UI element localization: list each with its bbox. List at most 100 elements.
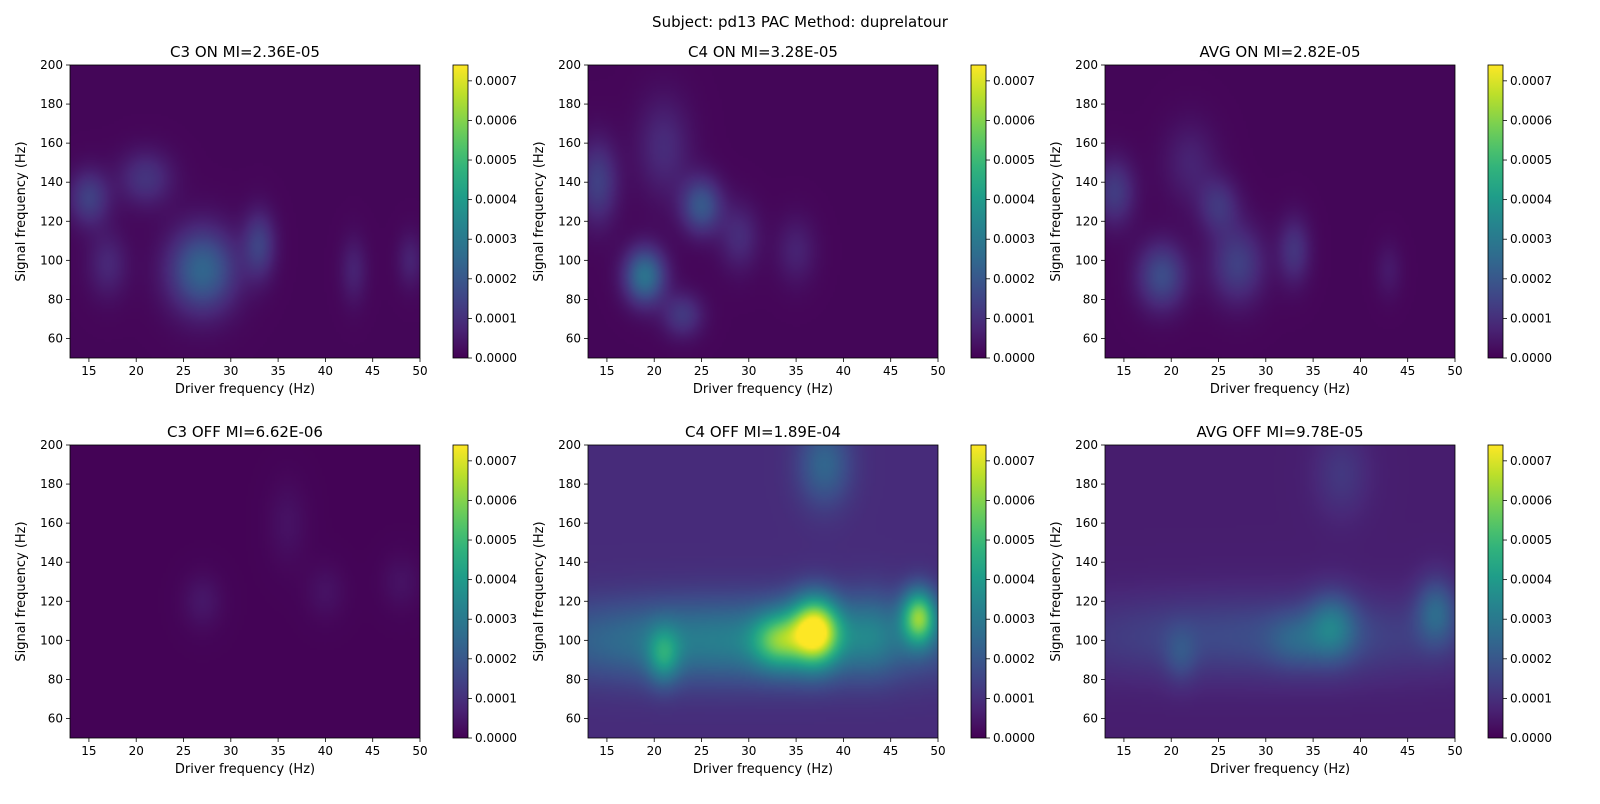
colorbar-tick-label: 0.0000 xyxy=(993,731,1035,745)
y-tick-label: 160 xyxy=(1075,516,1098,530)
colorbar-tick-label: 0.0002 xyxy=(1510,652,1552,666)
colorbar-tick-label: 0.0001 xyxy=(993,691,1035,705)
colorbar-tick-label: 0.0003 xyxy=(993,612,1035,626)
x-tick-label: 45 xyxy=(365,364,380,378)
y-tick-label: 120 xyxy=(558,594,581,608)
y-tick-label: 60 xyxy=(1083,711,1098,725)
y-tick-label: 180 xyxy=(558,97,581,111)
colorbar-tick-label: 0.0003 xyxy=(993,232,1035,246)
x-axis-label: Driver frequency (Hz) xyxy=(175,382,315,397)
x-tick-label: 25 xyxy=(176,744,191,758)
x-tick-label: 15 xyxy=(599,364,614,378)
x-tick-label: 25 xyxy=(694,364,709,378)
y-tick-label: 180 xyxy=(40,97,63,111)
y-axis-label: Signal frequency (Hz) xyxy=(532,521,547,661)
x-axis-label: Driver frequency (Hz) xyxy=(693,762,833,777)
colorbar-tick-label: 0.0001 xyxy=(1510,311,1552,325)
x-tick-label: 15 xyxy=(599,744,614,758)
y-tick-label: 200 xyxy=(40,58,63,72)
y-tick-label: 160 xyxy=(558,516,581,530)
y-tick-label: 200 xyxy=(558,438,581,452)
colorbar-tick-label: 0.0004 xyxy=(1510,573,1552,587)
x-tick-label: 30 xyxy=(223,744,238,758)
x-tick-label: 30 xyxy=(1258,364,1273,378)
colorbar-tick-label: 0.0000 xyxy=(993,351,1035,365)
heatmap-panel: C3 ON MI=2.36E-05 15 20 25 30 35 40 45 50 60 80 100… xyxy=(14,43,517,397)
x-tick-label: 45 xyxy=(1400,364,1415,378)
x-tick-label: 20 xyxy=(1164,744,1179,758)
colorbar-tick-label: 0.0004 xyxy=(475,193,517,207)
y-tick-label: 180 xyxy=(558,477,581,491)
y-tick-label: 80 xyxy=(48,292,63,306)
colorbar-tick-label: 0.0005 xyxy=(475,153,517,167)
colorbar-tick-label: 0.0005 xyxy=(475,533,517,547)
x-tick-label: 20 xyxy=(647,744,662,758)
y-tick-label: 120 xyxy=(1075,594,1098,608)
x-tick-label: 15 xyxy=(1116,744,1131,758)
x-tick-label: 20 xyxy=(1164,364,1179,378)
colorbar xyxy=(452,444,469,739)
colorbar-tick-label: 0.0007 xyxy=(993,454,1035,468)
colorbar-tick-label: 0.0002 xyxy=(1510,272,1552,286)
colorbar xyxy=(1487,444,1504,739)
panel-title: C4 OFF MI=1.89E-04 xyxy=(685,423,841,441)
heatmap-image xyxy=(588,445,938,738)
y-axis-label: Signal frequency (Hz) xyxy=(1049,521,1064,661)
colorbar-tick-label: 0.0007 xyxy=(1510,74,1552,88)
heatmap-image xyxy=(588,65,938,358)
panel-title: AVG OFF MI=9.78E-05 xyxy=(1196,423,1363,441)
colorbar-tick-label: 0.0006 xyxy=(475,493,517,507)
x-tick-label: 15 xyxy=(81,364,96,378)
plot-frame xyxy=(1104,64,1456,359)
y-tick-label: 80 xyxy=(566,292,581,306)
y-tick-label: 60 xyxy=(48,331,63,345)
y-tick-label: 80 xyxy=(48,672,63,686)
x-tick-label: 30 xyxy=(223,364,238,378)
y-tick-label: 120 xyxy=(40,214,63,228)
y-tick-label: 160 xyxy=(1075,136,1098,150)
colorbar-tick-label: 0.0002 xyxy=(475,652,517,666)
colorbar-tick-label: 0.0001 xyxy=(475,311,517,325)
colorbar-tick-label: 0.0006 xyxy=(475,113,517,127)
y-tick-label: 60 xyxy=(1083,331,1098,345)
x-tick-label: 40 xyxy=(318,364,333,378)
y-tick-label: 60 xyxy=(48,711,63,725)
x-tick-label: 45 xyxy=(365,744,380,758)
y-tick-label: 200 xyxy=(1075,58,1098,72)
y-axis-label: Signal frequency (Hz) xyxy=(14,141,29,281)
panel-title: C3 OFF MI=6.62E-06 xyxy=(167,423,323,441)
colorbar-tick-label: 0.0001 xyxy=(993,311,1035,325)
colorbar xyxy=(970,444,987,739)
colorbar-tick-label: 0.0003 xyxy=(1510,232,1552,246)
x-tick-label: 25 xyxy=(694,744,709,758)
colorbar-tick-label: 0.0007 xyxy=(475,454,517,468)
y-tick-label: 200 xyxy=(558,58,581,72)
colorbar-tick-label: 0.0007 xyxy=(475,74,517,88)
plot-frame xyxy=(587,444,939,739)
x-tick-label: 50 xyxy=(412,744,427,758)
colorbar-tick-label: 0.0003 xyxy=(1510,612,1552,626)
x-tick-label: 35 xyxy=(270,364,285,378)
colorbar-tick-label: 0.0007 xyxy=(993,74,1035,88)
x-tick-label: 40 xyxy=(1353,364,1368,378)
colorbar-tick-label: 0.0006 xyxy=(993,113,1035,127)
heatmap-image xyxy=(70,445,420,738)
x-tick-label: 50 xyxy=(412,364,427,378)
colorbar-tick-label: 0.0002 xyxy=(993,272,1035,286)
x-axis-label: Driver frequency (Hz) xyxy=(1210,382,1350,397)
y-tick-label: 200 xyxy=(40,438,63,452)
y-tick-label: 140 xyxy=(1075,175,1098,189)
plot-frame xyxy=(587,64,939,359)
colorbar xyxy=(970,64,987,359)
plot-frame xyxy=(69,64,421,359)
y-tick-label: 60 xyxy=(566,331,581,345)
x-tick-label: 50 xyxy=(930,744,945,758)
panel-title: AVG ON MI=2.82E-05 xyxy=(1199,43,1360,61)
x-tick-label: 40 xyxy=(318,744,333,758)
x-tick-label: 40 xyxy=(836,744,851,758)
y-tick-label: 120 xyxy=(558,214,581,228)
y-tick-label: 140 xyxy=(558,175,581,189)
x-tick-label: 40 xyxy=(836,364,851,378)
colorbar-tick-label: 0.0005 xyxy=(993,533,1035,547)
colorbar-tick-label: 0.0000 xyxy=(1510,351,1552,365)
